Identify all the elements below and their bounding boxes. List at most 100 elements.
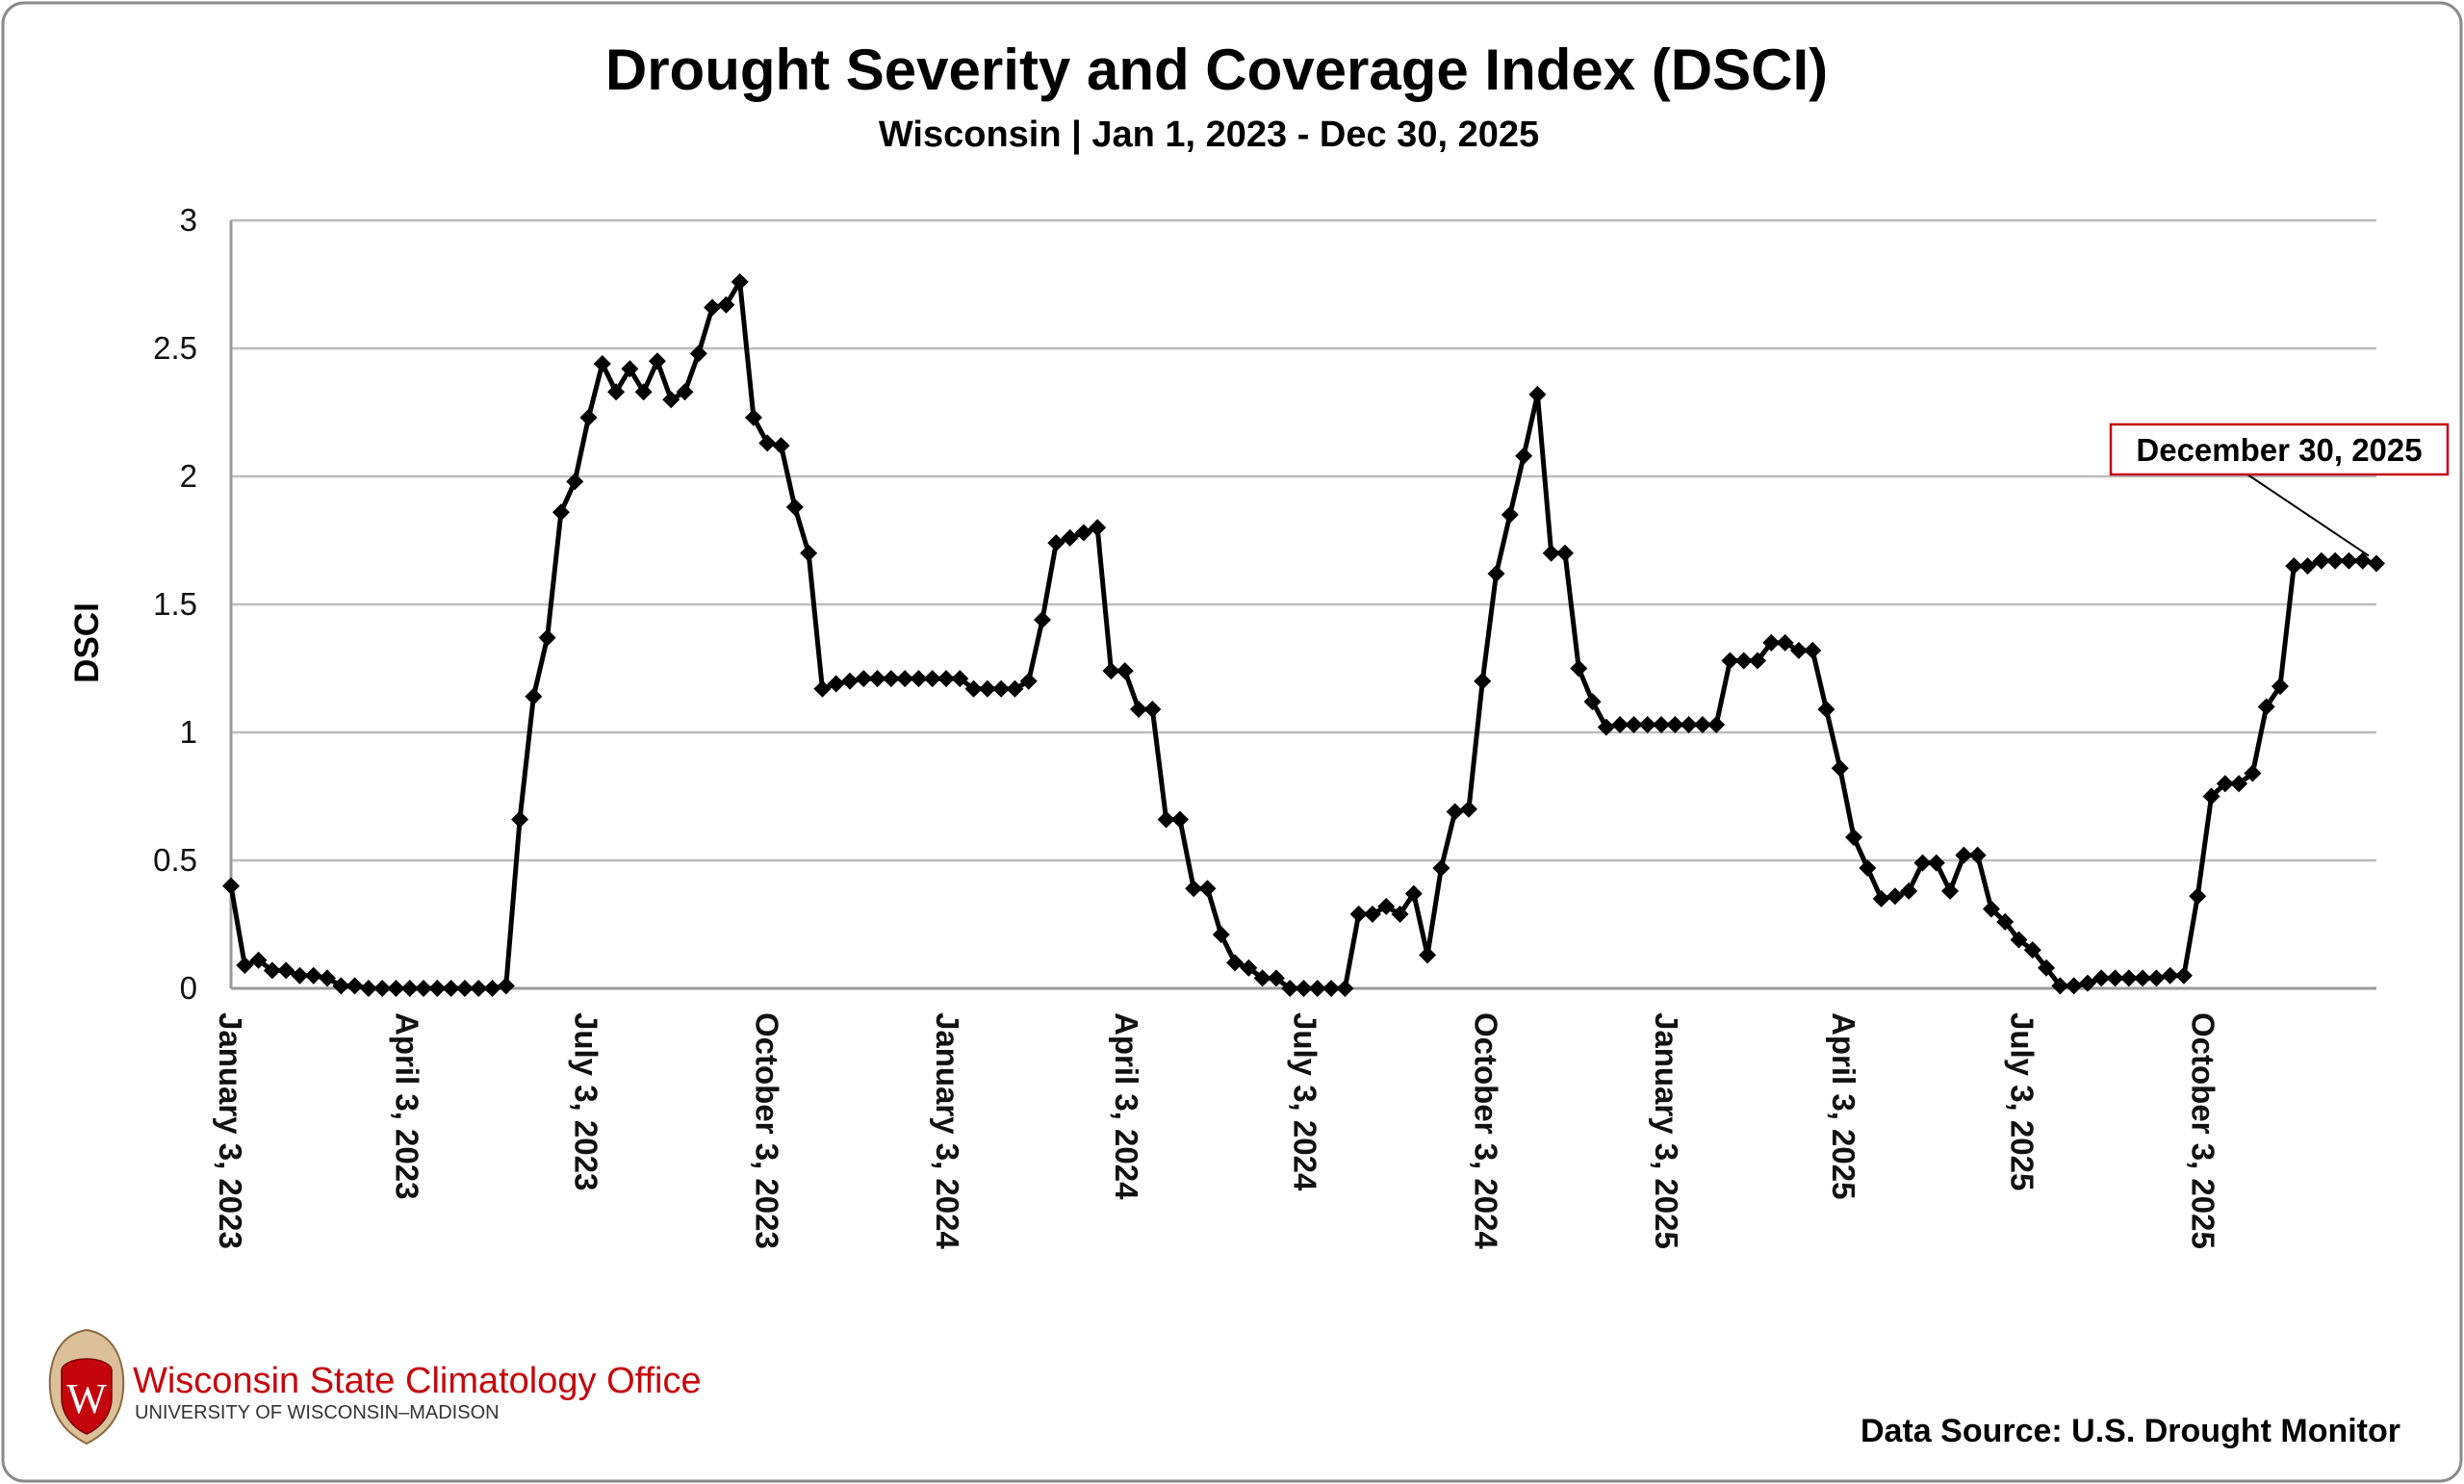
data-point-marker xyxy=(1019,672,1038,690)
data-point-marker xyxy=(648,352,666,371)
data-point-marker xyxy=(1143,701,1162,719)
data-point-marker xyxy=(359,980,377,997)
data-point-marker xyxy=(1281,980,1299,997)
data-point-marker xyxy=(1267,969,1285,987)
data-point-marker xyxy=(676,383,694,401)
data-point-marker xyxy=(1776,633,1794,652)
data-point-marker xyxy=(1762,633,1781,652)
data-point-marker xyxy=(1982,900,2000,918)
data-point-marker xyxy=(1501,505,1519,524)
y-tick-label: 3 xyxy=(180,202,197,238)
data-point-marker xyxy=(483,980,501,997)
data-point-marker xyxy=(1693,716,1711,734)
data-point-marker xyxy=(1955,846,1973,864)
data-point-marker xyxy=(1432,858,1450,877)
data-point-marker xyxy=(2340,551,2358,570)
data-point-marker xyxy=(2326,551,2345,570)
x-tick-label: April 3, 2024 xyxy=(1109,1012,1144,1200)
data-point-marker xyxy=(1349,905,1368,923)
data-point-marker xyxy=(2023,941,2041,959)
data-point-marker xyxy=(1047,534,1065,552)
data-point-marker xyxy=(1789,641,1808,659)
data-point-marker xyxy=(1886,887,1904,906)
data-point-marker xyxy=(1570,659,1588,678)
data-point-marker xyxy=(1597,718,1615,736)
x-tick-label: July 3, 2023 xyxy=(568,1012,603,1190)
data-point-marker xyxy=(304,966,322,985)
data-point-marker xyxy=(1625,716,1643,734)
data-point-marker xyxy=(428,980,447,997)
data-point-marker xyxy=(236,957,254,975)
data-point-marker xyxy=(1391,905,1409,923)
data-point-marker xyxy=(744,408,762,426)
wsco-logo: W Wisconsin State Climatology Office UNI… xyxy=(48,1328,702,1446)
data-point-marker xyxy=(1446,803,1464,821)
x-tick-label: January 3, 2024 xyxy=(930,1012,965,1249)
data-point-marker xyxy=(415,980,433,997)
data-point-marker xyxy=(455,980,474,997)
data-point-marker xyxy=(1707,716,1726,734)
x-tick-label: October 3, 2025 xyxy=(2185,1012,2220,1249)
data-point-marker xyxy=(1170,810,1189,829)
data-point-marker xyxy=(1226,954,1245,972)
data-point-marker xyxy=(1653,716,1670,734)
data-point-marker xyxy=(263,961,281,980)
data-point-marker xyxy=(2161,966,2179,985)
data-point-marker xyxy=(1074,524,1092,542)
data-point-marker xyxy=(1130,701,1148,719)
data-point-marker xyxy=(1968,846,1987,864)
data-point-marker xyxy=(1845,829,1863,847)
data-point-marker xyxy=(2092,969,2111,987)
data-point-marker xyxy=(319,969,337,987)
data-point-marker xyxy=(827,675,845,693)
data-point-marker xyxy=(689,345,707,363)
data-point-marker xyxy=(1804,641,1822,659)
x-tick-label: October 3, 2023 xyxy=(749,1012,784,1249)
data-point-marker xyxy=(758,434,777,452)
data-point-marker xyxy=(1336,980,1354,997)
data-point-marker xyxy=(593,354,611,372)
data-point-marker xyxy=(1817,701,1835,719)
data-point-marker xyxy=(896,670,914,688)
dsci-series xyxy=(222,272,2385,997)
data-point-marker xyxy=(1157,810,1175,829)
uw-crest-icon: W xyxy=(48,1328,125,1446)
data-point-marker xyxy=(1831,759,1849,778)
x-tick-label: October 3, 2024 xyxy=(1468,1012,1503,1249)
data-point-marker xyxy=(2368,554,2385,573)
data-point-marker xyxy=(1459,800,1477,818)
data-point-marker xyxy=(1542,544,1560,562)
y-axis-label: DSCI xyxy=(68,602,106,683)
data-point-marker xyxy=(2298,557,2317,576)
data-point-marker xyxy=(1322,980,1341,997)
data-point-marker xyxy=(1941,882,1960,900)
data-point-marker xyxy=(387,980,405,997)
data-point-marker xyxy=(1377,897,1396,915)
data-point-marker xyxy=(1198,880,1217,898)
data-point-marker xyxy=(2230,775,2248,793)
data-point-marker xyxy=(855,670,873,688)
data-point-marker xyxy=(1089,519,1107,537)
data-point-marker xyxy=(400,980,419,997)
data-point-marker xyxy=(2147,969,2166,987)
data-point-marker xyxy=(992,679,1011,698)
data-point-marker xyxy=(277,961,295,980)
data-point-marker xyxy=(2202,787,2220,806)
data-point-marker xyxy=(2010,931,2028,949)
data-point-marker xyxy=(1116,662,1134,680)
chart-subtitle: Wisconsin | Jan 1, 2023 - Dec 30, 2025 xyxy=(879,115,1539,155)
data-point-marker xyxy=(1734,652,1753,670)
data-point-marker xyxy=(346,977,364,995)
data-point-marker xyxy=(1913,854,1932,872)
data-point-marker xyxy=(1900,882,1918,900)
data-point-marker xyxy=(1859,858,1877,877)
data-point-marker xyxy=(2134,969,2152,987)
data-point-marker xyxy=(2078,974,2096,992)
data-point-marker xyxy=(2174,966,2193,985)
data-point-marker xyxy=(2065,977,2083,995)
data-point-marker xyxy=(2257,698,2275,716)
data-point-marker xyxy=(1638,716,1656,734)
data-point-marker xyxy=(868,670,886,688)
